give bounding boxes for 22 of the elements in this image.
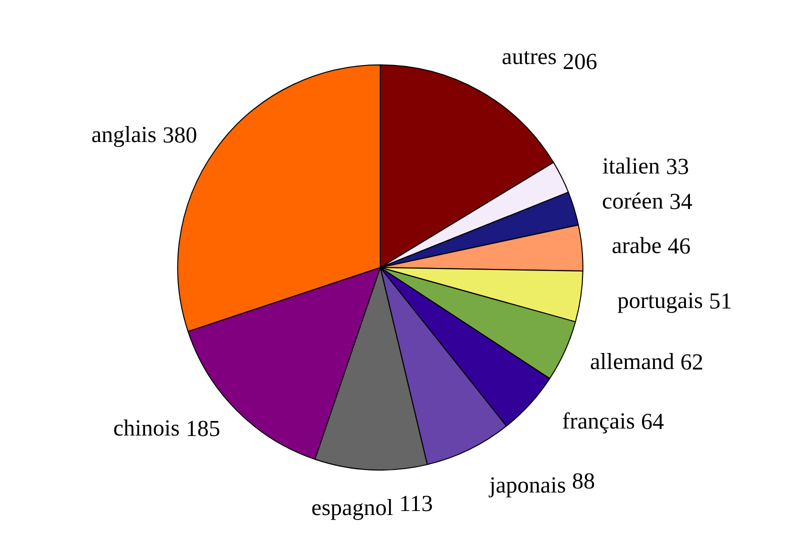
slice-label: français (562, 408, 635, 434)
slice-label: japonais (488, 472, 566, 498)
data-label: 64 (640, 408, 664, 434)
slice-label: anglais (91, 122, 157, 147)
data-label: 113 (399, 490, 433, 516)
slice-label: arabe (612, 232, 662, 258)
slice-label: allemand (590, 349, 675, 374)
data-label: 62 (680, 350, 704, 375)
slice-label: autres (502, 44, 557, 70)
slice-label: coréen (602, 188, 664, 214)
data-label: 46 (668, 233, 691, 258)
data-label: 185 (186, 416, 220, 441)
data-label: 33 (666, 154, 689, 179)
data-label: 380 (162, 122, 198, 148)
slice-label: chinois (113, 415, 180, 440)
data-label: 206 (562, 49, 598, 74)
slice-label: espagnol (311, 494, 394, 520)
data-label: 88 (572, 468, 596, 494)
data-label: 34 (669, 189, 693, 214)
data-label: 51 (709, 288, 732, 314)
slice-label: italien (602, 153, 660, 178)
slice-label: portugais (617, 288, 704, 313)
